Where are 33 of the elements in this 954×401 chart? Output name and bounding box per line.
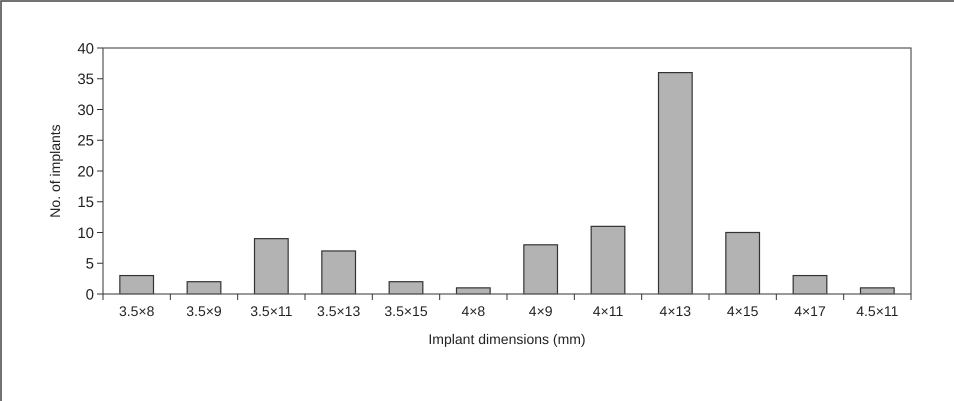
y-axis-title: No. of implants [47,124,63,218]
bar [186,281,222,295]
y-tick-label: 0 [86,286,94,304]
bar [725,232,760,295]
x-tick-label: 4×11 [592,303,624,319]
x-tick-label: 3.5×9 [186,303,222,319]
bar [523,244,558,295]
x-tick-label: 4×17 [794,303,826,319]
y-tick-label: 20 [77,163,94,180]
x-axis-title: Implant dimensions (mm) [428,331,586,347]
x-tick-label: 4×13 [660,303,692,319]
bar [658,72,693,295]
x-tick-label: 4×15 [726,303,759,319]
x-tick-label: 4×8 [461,303,486,319]
bar [119,274,154,295]
bar [590,226,626,295]
y-tick-label: 25 [77,132,94,150]
x-tick-label: 3.5×13 [317,303,360,319]
x-tick-label: 3.5×11 [250,303,293,319]
y-tick-label: 5 [86,256,94,272]
x-tick-label: 4×9 [528,303,553,319]
bar [388,281,424,295]
x-tick-label: 4.5×11 [856,303,899,319]
y-tick-label: 30 [77,102,94,119]
x-tick-label: 3.5×8 [118,303,155,319]
y-tick-label: 35 [77,71,94,88]
bar [792,274,828,295]
y-tick-label: 40 [77,40,94,58]
y-tick-label: 15 [77,194,94,211]
bar [321,250,356,295]
y-tick-label: 10 [77,224,94,242]
bar [254,238,289,295]
x-tick-label: 3.5×15 [384,303,428,319]
